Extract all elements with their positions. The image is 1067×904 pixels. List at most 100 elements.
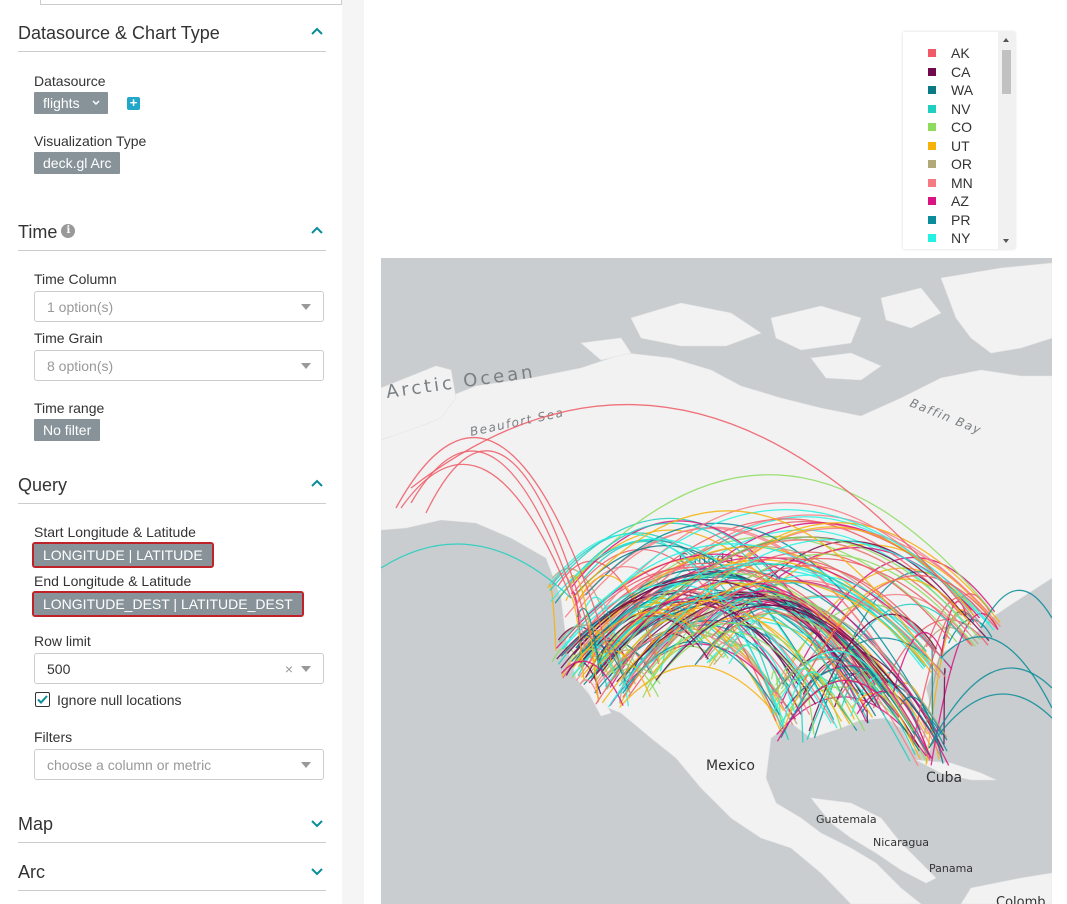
time-range-button[interactable]: No filter (34, 419, 101, 441)
flight-arc (597, 563, 927, 664)
label-nicaragua: Nicaragua (873, 836, 929, 849)
scrollbar-thumb[interactable] (1002, 50, 1011, 94)
datasource-select[interactable]: flights (34, 92, 108, 114)
legend-label: UT (951, 137, 970, 154)
flight-arc (770, 670, 782, 721)
legend-swatch (928, 104, 936, 113)
panel-divider[interactable] (342, 0, 364, 904)
legend-label: WA (951, 82, 974, 98)
ignore-null-checkbox[interactable] (35, 692, 50, 707)
flight-arc (940, 636, 1052, 709)
flight-arc (928, 693, 1052, 749)
chevron-up-icon[interactable] (310, 477, 324, 491)
time-column-label: Time Column (34, 271, 117, 287)
legend-label: PR (951, 211, 971, 228)
time-column-select[interactable]: 1 option(s) (34, 291, 324, 322)
legend-item[interactable]: OR (903, 155, 998, 174)
legend-label: AK (951, 45, 970, 61)
flight-arc (559, 474, 994, 614)
section-header-time[interactable]: Time i (18, 214, 326, 251)
section-header-datasource[interactable]: Datasource & Chart Type (18, 15, 326, 52)
legend-item[interactable]: NY (903, 229, 998, 248)
end-lonlat-button[interactable]: LONGITUDE_DEST | LATITUDE_DEST (32, 591, 304, 617)
flight-arc (776, 679, 900, 742)
flight-arc (943, 667, 946, 745)
legend-item[interactable]: PR (903, 211, 998, 230)
chevron-up-icon[interactable] (310, 224, 324, 238)
legend-swatch (928, 197, 936, 205)
legend-item[interactable]: MN (903, 174, 998, 193)
time-grain-select[interactable]: 8 option(s) (34, 350, 324, 381)
legend-label: CA (951, 63, 971, 80)
scroll-down-icon[interactable] (1003, 239, 1009, 243)
time-grain-placeholder: 8 option(s) (47, 358, 114, 374)
time-range-label: Time range (34, 400, 105, 416)
clear-icon[interactable]: × (284, 661, 293, 677)
control-panel: Datasource & Chart Type Datasource fligh… (0, 0, 342, 904)
filters-select[interactable]: choose a column or metric (34, 749, 324, 780)
legend-item[interactable]: CA (903, 63, 998, 82)
chart-legend[interactable]: AK CA WA NV CO UT OR MN AZ PR NY (903, 32, 1015, 249)
legend-item[interactable]: CO (903, 118, 998, 137)
legend-item[interactable]: AK (903, 44, 998, 63)
scroll-up-icon[interactable] (1003, 38, 1009, 42)
legend-label: OR (951, 156, 972, 172)
row-limit-select[interactable]: 500 × (34, 653, 324, 684)
flight-arc (803, 574, 992, 681)
chevron-up-icon[interactable] (310, 25, 324, 39)
legend-item[interactable]: NV (903, 100, 998, 119)
section-header-arc[interactable]: Arc (18, 854, 326, 891)
ignore-null-label: Ignore null locations (57, 692, 182, 708)
section-header-query[interactable]: Query (18, 467, 326, 504)
legend-label: NV (951, 100, 971, 117)
map-labels: Arctic Ocean Beaufort Sea Baffin Bay Can… (385, 361, 1046, 904)
time-column-placeholder: 1 option(s) (47, 299, 114, 315)
section-header-map[interactable]: Map (18, 806, 326, 843)
legend-item[interactable]: AZ (903, 192, 998, 211)
chevron-down-icon[interactable] (310, 816, 324, 830)
section-title: Datasource & Chart Type (18, 23, 220, 43)
map-canvas[interactable]: Arctic Ocean Beaufort Sea Baffin Bay Can… (381, 258, 1052, 904)
flight-arc (560, 660, 624, 706)
legend-scrollbar[interactable] (998, 32, 1015, 249)
chevron-down-icon[interactable] (310, 864, 324, 878)
arc-map[interactable]: Arctic Ocean Beaufort Sea Baffin Bay Can… (381, 258, 1052, 904)
flight-arc (928, 667, 1052, 749)
flight-arc (692, 590, 882, 711)
flight-arc (560, 573, 930, 756)
legend-swatch (928, 178, 936, 187)
add-datasource-icon[interactable]: + (127, 96, 140, 110)
row-limit-label: Row limit (34, 633, 91, 649)
dropdown-arrow-icon (301, 762, 311, 768)
flight-arc (782, 671, 834, 725)
flight-arc (648, 631, 803, 692)
flight-arc (547, 583, 557, 652)
info-icon[interactable]: i (61, 224, 76, 239)
dropdown-arrow-icon (301, 363, 311, 369)
flight-arc (794, 674, 815, 735)
legend-swatch (928, 123, 936, 131)
flight-arc (583, 589, 835, 725)
legend-label: NY (951, 230, 971, 246)
flight-arc (866, 709, 869, 724)
dropdown-arrow-icon (301, 304, 311, 310)
start-lonlat-button[interactable]: LONGITUDE | LATITUDE (32, 542, 214, 568)
viz-type-button[interactable]: deck.gl Arc (34, 152, 121, 174)
section-title: Arc (18, 862, 45, 882)
legend-label: AZ (951, 193, 969, 209)
flight-arc (634, 597, 948, 738)
datasource-label: Datasource (34, 73, 106, 89)
flight-arc (577, 574, 661, 663)
tab-data[interactable] (40, 0, 342, 5)
dropdown-arrow-icon (301, 666, 311, 672)
flight-arc (400, 463, 572, 599)
label-cuba: Cuba (926, 770, 962, 786)
tab-strip (0, 0, 342, 6)
datasource-value: flights (43, 95, 80, 111)
legend-item[interactable]: UT (903, 137, 998, 156)
legend-swatch (928, 86, 936, 94)
legend-item[interactable]: WA (903, 81, 998, 100)
flight-arc (892, 631, 943, 693)
flight-arc (706, 612, 872, 687)
flight-arc (560, 543, 924, 670)
